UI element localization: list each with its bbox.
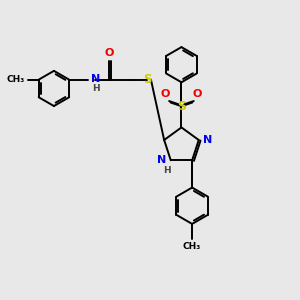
- Text: H: H: [92, 84, 100, 93]
- Text: N: N: [203, 135, 212, 145]
- Text: S: S: [143, 73, 152, 86]
- Text: S: S: [177, 100, 186, 113]
- Text: CH₃: CH₃: [6, 75, 25, 84]
- Text: O: O: [161, 89, 170, 99]
- Text: N: N: [158, 155, 167, 165]
- Text: H: H: [163, 166, 170, 175]
- Text: N: N: [91, 74, 100, 84]
- Text: O: O: [105, 48, 114, 58]
- Text: CH₃: CH₃: [183, 242, 201, 250]
- Text: O: O: [193, 89, 202, 99]
